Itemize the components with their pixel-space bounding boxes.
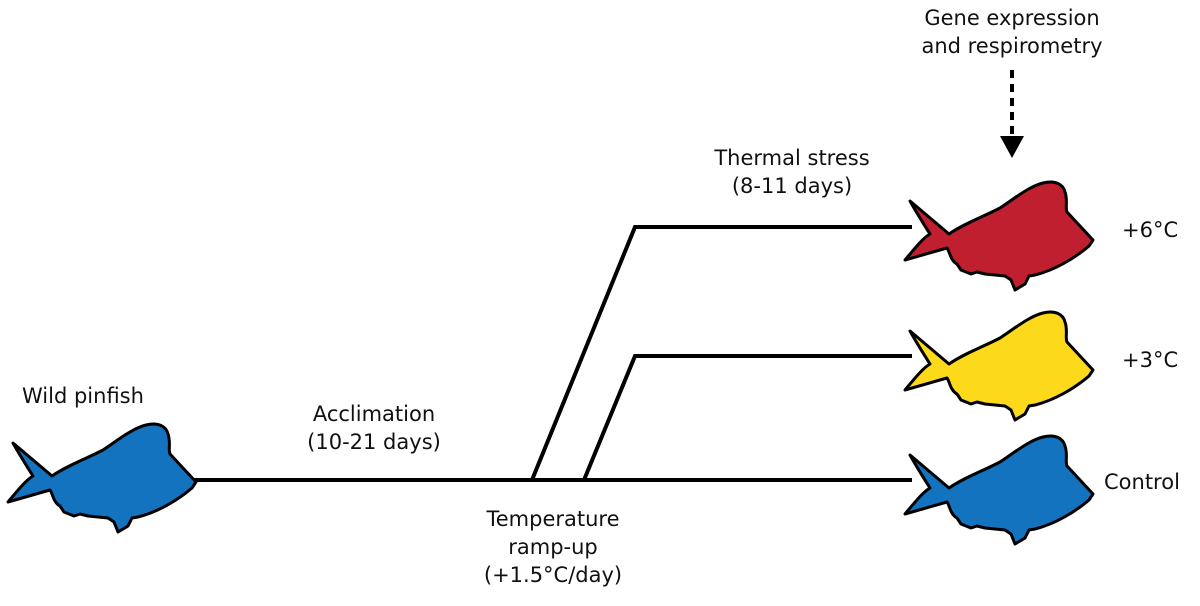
measurement-line2: and respirometry (921, 34, 1103, 58)
thermal-stress-title: Thermal stress (714, 146, 870, 170)
measurement-line1: Gene expression (924, 6, 1100, 30)
acclimation-duration: (10-21 days) (307, 430, 441, 454)
fish-3c-icon (903, 310, 1095, 422)
thermal-stress-label: Thermal stress (8-11 days) (692, 144, 892, 200)
fish-6c-icon (903, 180, 1095, 292)
group-label-6c: +6°C (1122, 218, 1179, 242)
group-label-control: Control (1104, 470, 1180, 494)
dotted-arrow-down-icon (1000, 70, 1024, 158)
ramp-line1: Temperature (486, 507, 620, 531)
fish-control-icon (903, 434, 1095, 546)
ramp-line3: (+1.5°C/day) (483, 563, 623, 587)
branch-6c (530, 225, 912, 481)
ramp-line2: ramp-up (508, 535, 598, 559)
measurement-label: Gene expression and respirometry (902, 4, 1122, 60)
acclimation-label: Acclimation (10-21 days) (284, 400, 464, 456)
thermal-stress-duration: (8-11 days) (731, 174, 853, 198)
group-label-3c: +3°C (1122, 348, 1179, 372)
wild-pinfish-label: Wild pinfish (22, 384, 144, 408)
ramp-up-label: Temperature ramp-up (+1.5°C/day) (468, 505, 638, 589)
wild-pinfish-icon (6, 422, 198, 534)
acclimation-title: Acclimation (312, 402, 436, 426)
branch-3c (582, 354, 912, 481)
